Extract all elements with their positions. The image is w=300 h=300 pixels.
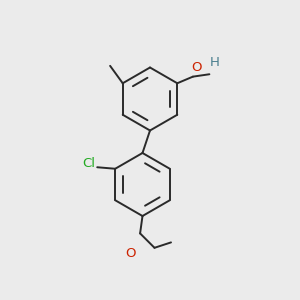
Text: Cl: Cl	[82, 157, 95, 170]
Text: H: H	[210, 56, 219, 70]
Text: O: O	[191, 61, 202, 74]
Text: O: O	[125, 247, 136, 260]
